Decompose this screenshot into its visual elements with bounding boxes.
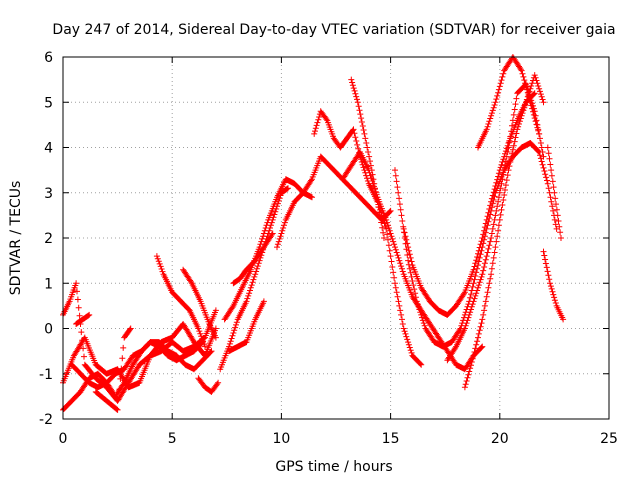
x-tick-label: 10 — [272, 431, 290, 447]
series-sat-n — [274, 153, 394, 251]
y-tick-label: 6 — [44, 50, 53, 66]
x-tick-label: 20 — [491, 431, 509, 447]
series-marks — [226, 298, 267, 355]
series-marks — [339, 149, 486, 373]
y-tick-label: -1 — [39, 367, 53, 383]
series-sat-x — [544, 144, 564, 241]
plot-frame — [62, 56, 610, 420]
series-sat-j — [217, 185, 291, 373]
series-sat-g — [153, 253, 208, 350]
y-tick-label: 4 — [44, 141, 53, 157]
y-axis-label: SDTVAR / TECUs — [8, 181, 24, 296]
x-tick-label: 15 — [382, 431, 400, 447]
grid — [63, 57, 609, 419]
series-sat-h — [180, 266, 219, 341]
series-sat-v — [475, 54, 543, 151]
y-tick-label: 0 — [44, 322, 53, 338]
series-sat-p — [339, 149, 486, 373]
series-marks — [180, 266, 219, 341]
series-marks — [348, 76, 387, 241]
y-tick-label: -2 — [39, 412, 53, 428]
y-tick-label: 5 — [44, 95, 53, 111]
series-sat-d — [68, 339, 206, 391]
series-sat-w — [540, 248, 567, 323]
series-sat-i — [195, 375, 222, 395]
data-points — [60, 54, 567, 413]
series-marks — [230, 230, 276, 287]
x-tick-label: 0 — [59, 431, 68, 447]
series-sat-e — [73, 311, 93, 327]
series-sat-l — [226, 298, 267, 355]
series-marks — [73, 311, 93, 327]
series-sat-m — [230, 230, 276, 287]
series-marks — [153, 253, 208, 350]
series-sat-r — [392, 140, 560, 350]
series-sat-u — [461, 72, 547, 391]
chart-title: Day 247 of 2014, Sidereal Day-to-day VTE… — [52, 22, 615, 38]
series-marks — [274, 153, 394, 251]
series-marks — [92, 325, 134, 413]
series-marks — [68, 339, 206, 391]
series-marks — [544, 144, 564, 241]
axis-ticks: 0 5 10 15 20 25 -2 -1 0 1 2 3 4 5 6 — [39, 50, 618, 447]
x-axis-label: GPS time / hours — [275, 459, 392, 475]
series-sat-q — [348, 76, 387, 241]
x-tick-label: 5 — [168, 431, 177, 447]
series-marks — [392, 140, 560, 350]
y-tick-label: 2 — [44, 231, 53, 247]
series-marks — [475, 54, 543, 151]
y-tick-label: 1 — [44, 276, 53, 292]
series-sat-t — [444, 81, 547, 364]
series-marks — [195, 375, 222, 395]
series-marks — [540, 248, 567, 323]
x-tick-label: 25 — [600, 431, 618, 447]
series-marks — [217, 185, 291, 373]
series-sat-f — [92, 325, 134, 413]
y-tick-label: 3 — [44, 186, 53, 202]
series-marks — [461, 72, 547, 391]
series-marks — [444, 81, 547, 364]
